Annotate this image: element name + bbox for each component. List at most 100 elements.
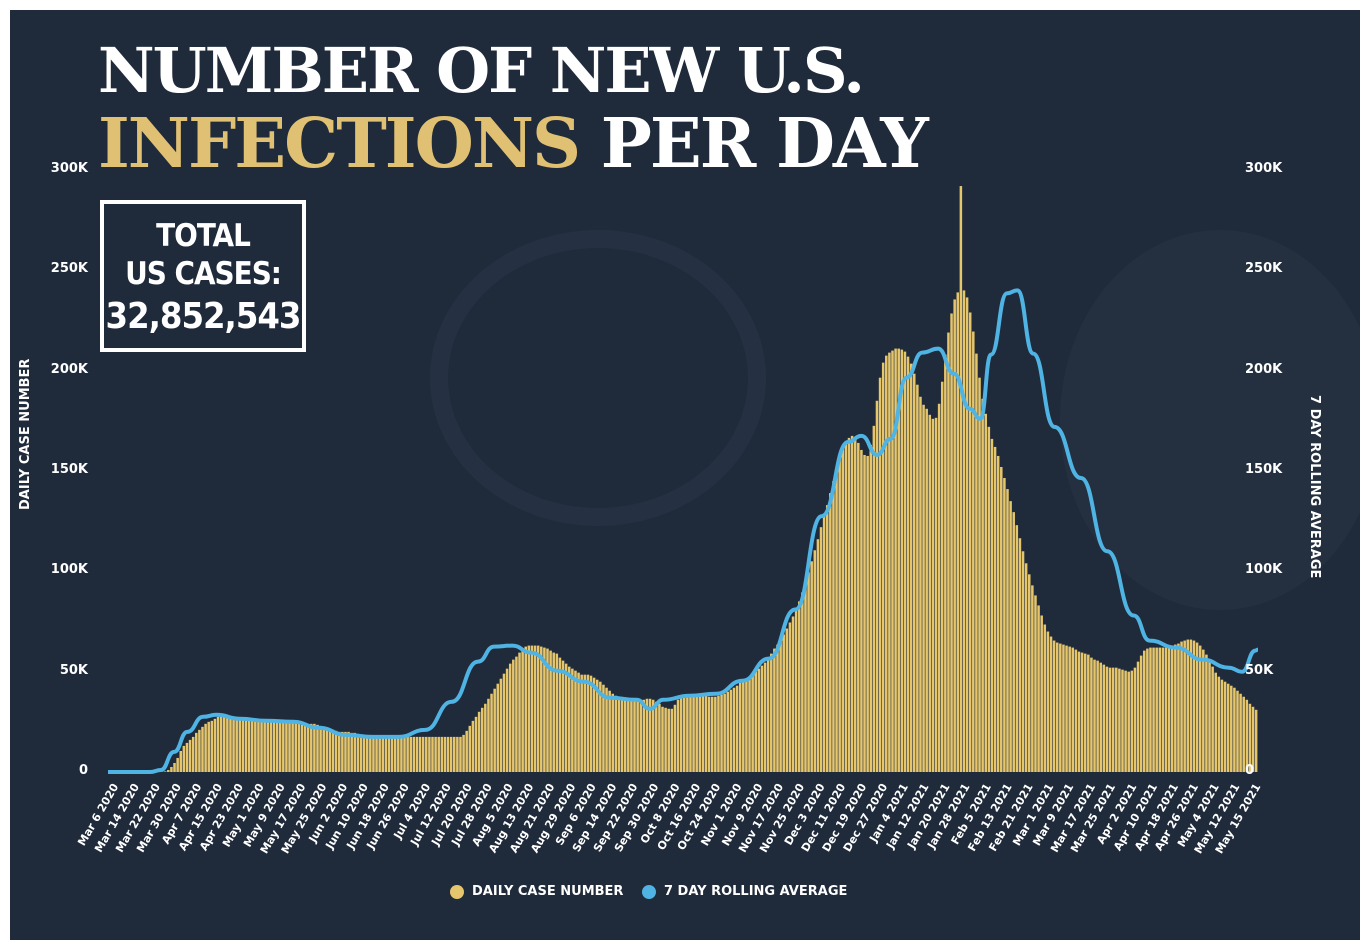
bar-day (878, 377, 882, 772)
bar-day (763, 662, 767, 772)
bar-day (968, 312, 972, 772)
y-tick-label-right: 50K (1245, 662, 1274, 678)
bar-day (1074, 649, 1078, 772)
bar-day (241, 719, 245, 772)
bar-day (1242, 696, 1245, 772)
bar-day (1174, 644, 1177, 772)
bar-day (1090, 657, 1093, 772)
bar-day (210, 720, 214, 772)
bar-day (1192, 640, 1196, 772)
bar-day (471, 720, 475, 772)
bar-day (779, 639, 782, 772)
bar-day (1177, 643, 1180, 772)
bar-day (903, 351, 907, 772)
bar-day (1155, 647, 1158, 772)
bar-day (729, 689, 733, 772)
bar-day (1223, 681, 1227, 772)
bar-day (322, 726, 325, 772)
bar-day (285, 720, 288, 772)
bar-day (393, 736, 397, 772)
bar-day (661, 706, 664, 772)
bar-day (599, 681, 602, 772)
bar-day (978, 377, 981, 772)
bar-day (872, 425, 876, 772)
legend-line-swatch (641, 884, 656, 899)
bar-day (546, 648, 549, 772)
bar-day (586, 674, 590, 772)
bar-day (275, 720, 279, 772)
bar-day (829, 493, 832, 772)
bar-day (198, 729, 201, 772)
bar-day (1164, 647, 1168, 772)
bar-day (397, 736, 400, 772)
bar-day (1055, 642, 1059, 772)
bar-day (1245, 699, 1249, 772)
bar-day (415, 736, 419, 772)
bar-day (313, 723, 316, 772)
bar-day (306, 724, 310, 772)
bar-day (387, 736, 391, 772)
bar-day (857, 442, 860, 772)
bar-day (605, 687, 608, 772)
y-tick-label-right: 100K (1245, 562, 1283, 578)
bar-day (1031, 585, 1034, 772)
bar-day (1006, 489, 1009, 772)
bar-day (913, 373, 916, 772)
bar-day (956, 292, 960, 772)
bar-day (1068, 646, 1071, 772)
bar-day (819, 527, 823, 772)
bar-day (1021, 551, 1025, 772)
bar-day (568, 666, 571, 772)
bar-day (257, 719, 260, 772)
bar-day (785, 628, 789, 772)
bar-day (260, 720, 263, 772)
bar-day (353, 732, 357, 772)
bar-day (975, 353, 978, 772)
bar-day (1037, 605, 1040, 772)
bar-day (940, 381, 944, 772)
bar-day (835, 468, 838, 772)
bar-day (468, 725, 472, 772)
bar-day (577, 672, 580, 772)
bar-day (574, 670, 577, 772)
bar-day (294, 722, 297, 772)
bar-day (704, 695, 708, 772)
bar-day (369, 735, 372, 772)
bar-day (431, 736, 434, 772)
bar-day (170, 766, 173, 772)
bar-day (683, 695, 686, 772)
y-tick-label-right: 300K (1245, 161, 1283, 176)
bar-day (1127, 671, 1130, 772)
bar-day (1121, 669, 1124, 772)
bar-day (163, 771, 167, 772)
bar-day (188, 739, 192, 772)
bar-day (266, 720, 270, 772)
bar-day (269, 720, 273, 772)
y-tick-label-right: 150K (1245, 462, 1283, 477)
bar-day (658, 703, 661, 772)
bar-day (791, 616, 795, 772)
bar-day (191, 736, 195, 772)
bar-day (922, 404, 925, 772)
bar-day (1167, 647, 1171, 772)
bar-day (496, 683, 500, 772)
bar-day (1015, 525, 1019, 772)
bar-day (1028, 574, 1031, 772)
bar-day (564, 663, 568, 772)
bar-day (928, 414, 932, 772)
bar-day (1099, 662, 1102, 772)
bar-day (1080, 652, 1084, 772)
bar-day (250, 718, 254, 772)
bar-day (390, 736, 394, 772)
bar-day (810, 561, 813, 772)
bar-day (512, 659, 515, 772)
bar-day (825, 505, 829, 772)
bar-day (515, 656, 518, 772)
bar-day (881, 362, 885, 772)
bar-day (1211, 666, 1214, 772)
bar-day (676, 699, 680, 772)
bar-day (384, 736, 388, 772)
bar-day (549, 650, 552, 772)
bar-day (558, 657, 562, 772)
